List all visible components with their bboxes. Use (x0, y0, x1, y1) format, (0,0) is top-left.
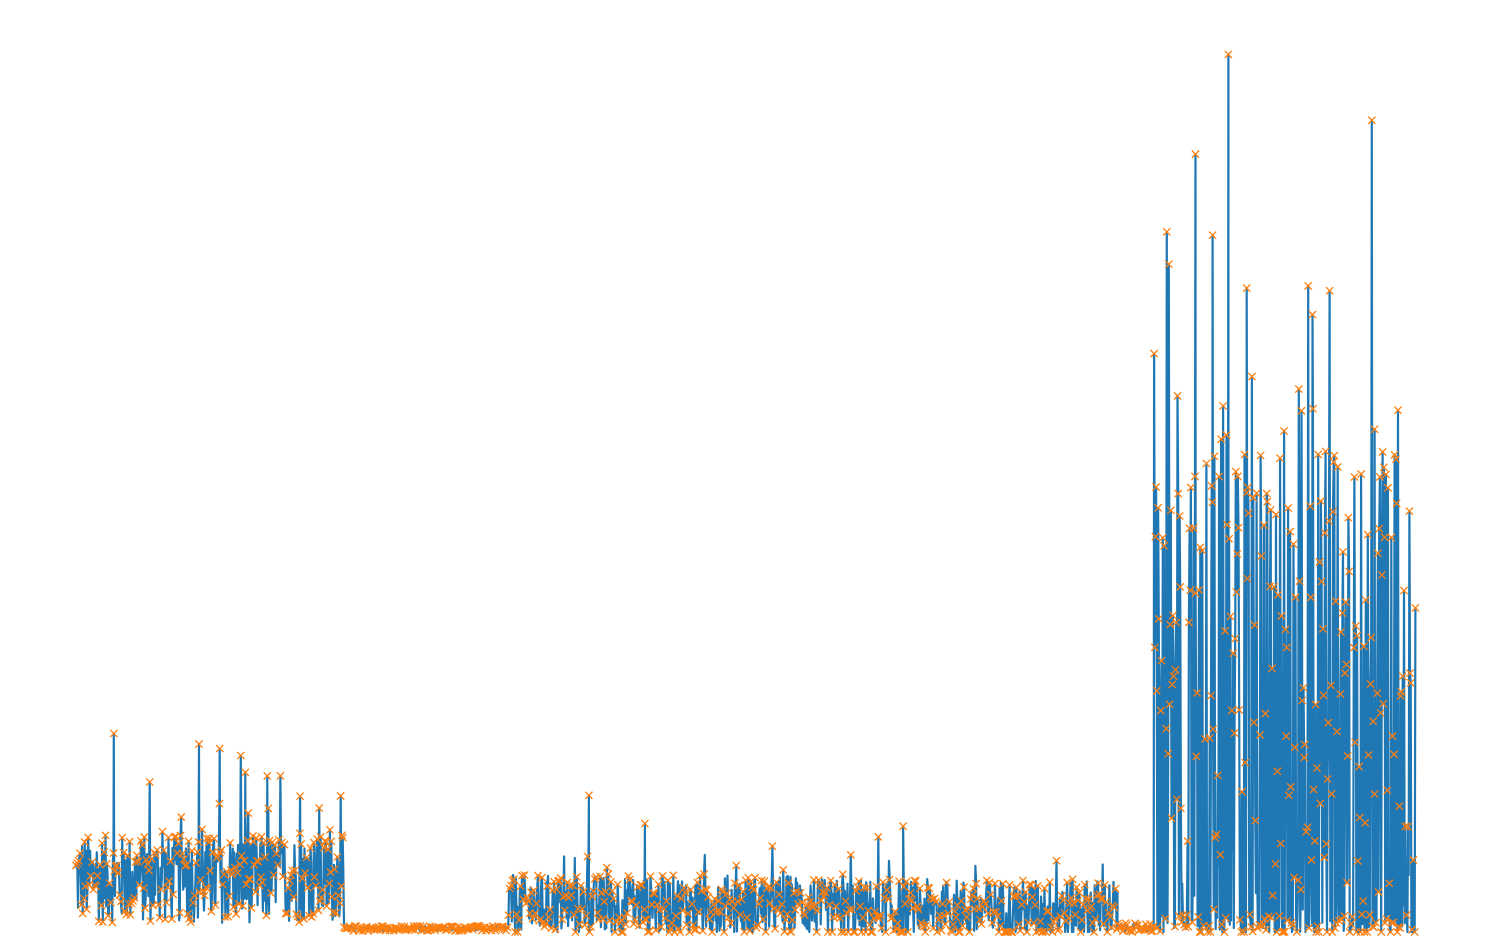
series-line-layer (74, 53, 1417, 934)
series-1-line (74, 53, 1417, 934)
series-marker-layer (71, 50, 1420, 937)
series-2-markers (71, 50, 1420, 937)
